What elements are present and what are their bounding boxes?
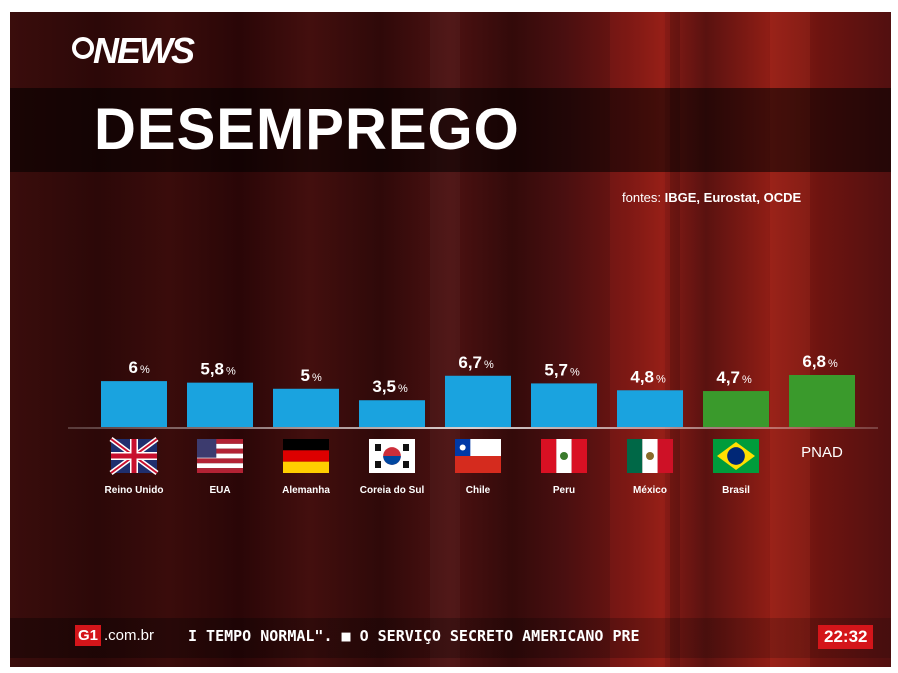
- bar-0: [101, 381, 167, 427]
- value-label: 5,7: [544, 360, 568, 379]
- bar-7: [703, 391, 769, 427]
- value-unit: %: [312, 372, 322, 384]
- germany-flag-icon: [283, 439, 329, 473]
- value-unit: %: [484, 359, 494, 371]
- value-unit: %: [828, 358, 838, 370]
- category-label: Peru: [553, 485, 575, 496]
- news-ticker: [10, 618, 891, 658]
- usa-flag-icon: [197, 439, 243, 473]
- unemployment-bar-chart: 6 % Reino Unido 5,8 % EUA 5 % Alemanha 3,5 % Coreia…: [68, 352, 878, 496]
- value-unit: %: [398, 383, 408, 395]
- value-label: 5: [301, 366, 310, 385]
- title-band: [10, 88, 891, 172]
- south-korea-flag-icon: [369, 439, 415, 473]
- news-logo: NEWS: [72, 30, 195, 72]
- uk-flag-icon: [109, 436, 159, 476]
- bar-1: [187, 382, 253, 427]
- chart-title: DESEMPREGO: [94, 97, 520, 162]
- chile-flag-icon: [455, 439, 501, 473]
- value-unit: %: [140, 364, 150, 376]
- bar-5: [531, 383, 597, 427]
- bar-8: [789, 375, 855, 427]
- broadcast-frame: NEWS DESEMPREGO fontes: IBGE, Eurostat, …: [10, 12, 891, 667]
- category-label: Alemanha: [282, 485, 330, 496]
- category-label: EUA: [209, 485, 230, 496]
- logo-text: NEWS: [93, 30, 195, 71]
- category-label: Brasil: [722, 485, 750, 496]
- bar-3: [359, 400, 425, 427]
- value-unit: %: [570, 366, 580, 378]
- category-label: Coreia do Sul: [360, 485, 425, 496]
- value-label: 6,8: [802, 352, 826, 371]
- value-label: 5,8: [200, 360, 224, 379]
- sources-line: fontes: IBGE, Eurostat, OCDE: [622, 190, 801, 205]
- category-label: México: [633, 485, 667, 496]
- value-unit: %: [226, 366, 236, 378]
- value-unit: %: [742, 374, 752, 386]
- g1-logo: G1: [75, 625, 102, 646]
- value-label: 4,7: [716, 368, 740, 387]
- globo-circle-icon: [72, 37, 94, 59]
- value-label: 6: [129, 358, 138, 377]
- bar-2: [273, 388, 339, 427]
- bar-6: [617, 390, 683, 427]
- value-label: 4,8: [630, 367, 654, 386]
- bar-4: [445, 375, 511, 427]
- mexico-flag-icon: [627, 439, 673, 473]
- peru-flag-icon: [541, 439, 587, 473]
- sources-prefix: fontes:: [622, 190, 665, 205]
- category-label: PNAD: [801, 444, 843, 461]
- value-label: 3,5: [372, 377, 396, 396]
- g1-domain: .com.br: [104, 627, 155, 644]
- sources-names: IBGE, Eurostat, OCDE: [664, 190, 802, 205]
- brazil-flag-icon: [713, 439, 759, 473]
- chart-baseline: [68, 427, 878, 429]
- broadcast-clock: 22:32: [818, 625, 874, 649]
- value-label: 6,7: [458, 353, 482, 372]
- value-unit: %: [656, 373, 666, 385]
- category-label: Chile: [466, 485, 491, 496]
- category-label: Reino Unido: [105, 485, 164, 496]
- ticker-headline: I TEMPO NORMAL". ■ O SERVIÇO SECRETO AME…: [188, 627, 640, 645]
